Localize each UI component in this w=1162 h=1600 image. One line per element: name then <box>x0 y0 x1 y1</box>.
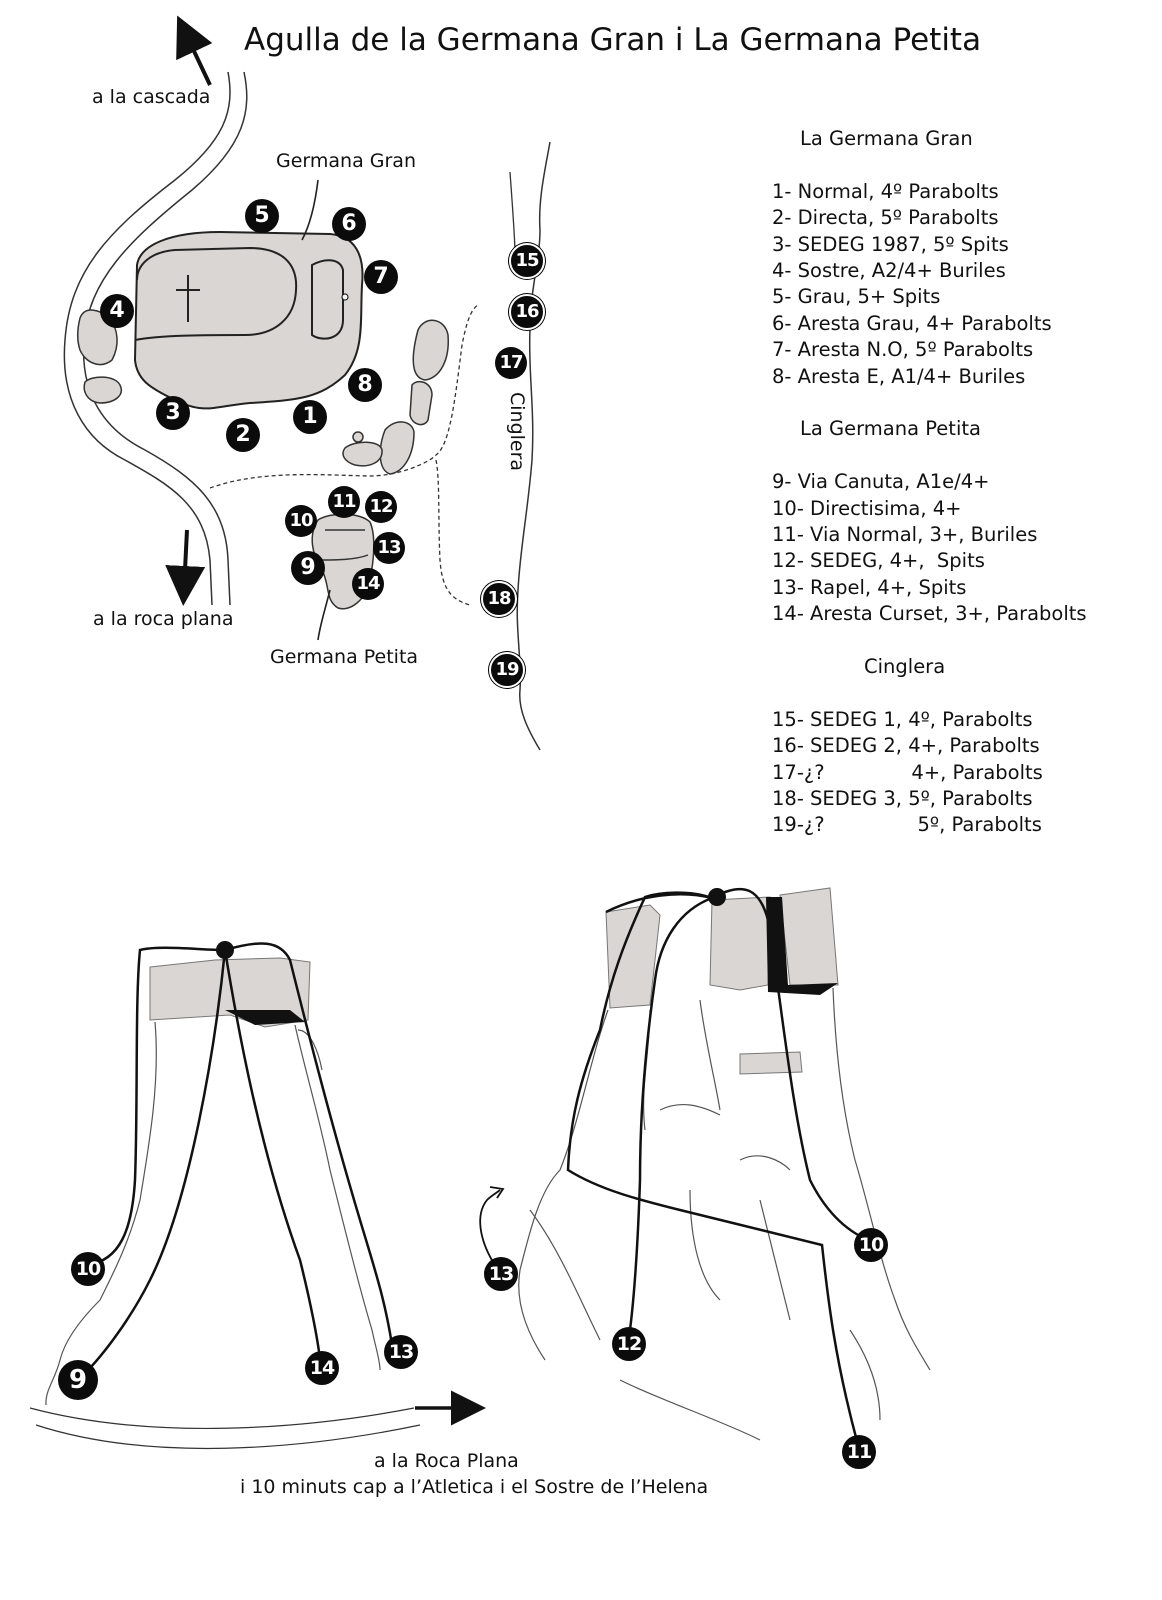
page-title: Agulla de la Germana Gran i La Germana P… <box>244 22 982 58</box>
route-badge: 15 <box>509 243 545 279</box>
legend-item: 14- Aresta Curset, 3+, Parabolts <box>772 602 1087 626</box>
legend-item: 6- Aresta Grau, 4+ Parabolts <box>772 311 1052 335</box>
legend-item: 1- Normal, 4º Parabolts <box>772 179 999 203</box>
route-badge: 19 <box>489 652 525 688</box>
legend-item: 3- SEDEG 1987, 5º Spits <box>772 232 1009 256</box>
legend-item: 7- Aresta N.O, 5º Parabolts <box>772 338 1034 362</box>
route-badge: 2 <box>226 418 260 452</box>
route-badge: 18 <box>481 581 517 617</box>
route-badge: 4 <box>100 294 134 328</box>
legend-item: 12- SEDEG, 4+, Spits <box>772 549 985 573</box>
route-badge: 3 <box>156 396 190 430</box>
route-badge: 13 <box>384 1335 418 1369</box>
route-badge: 13 <box>484 1257 518 1291</box>
legend-title-cinglera: Cinglera <box>864 655 946 679</box>
route-legend: La Germana Gran 1- Normal, 4º Parabolts … <box>772 126 1087 839</box>
route-badge: 8 <box>348 368 382 402</box>
route-badge: 16 <box>509 294 545 330</box>
rock-chain <box>342 319 449 475</box>
route-badge: 11 <box>842 1435 876 1469</box>
route-badge: 10 <box>854 1228 888 1262</box>
legend-item: 19-¿? 5º, Parabolts <box>772 813 1042 837</box>
route-badge: 13 <box>373 532 405 564</box>
legend-item: 10- Directisima, 4+ <box>772 496 962 520</box>
route-badge: 7 <box>364 260 398 294</box>
route-badge: 5 <box>245 199 279 233</box>
route-badge: 12 <box>365 491 397 523</box>
cinglera-line <box>516 141 551 751</box>
arrow-cascada <box>176 15 213 86</box>
route-badge: 14 <box>305 1351 339 1385</box>
label-atletica: i 10 minuts cap a l’Atletica i el Sostre… <box>240 1476 709 1498</box>
route-badge: 1 <box>293 400 327 434</box>
dashed-paths <box>209 304 479 606</box>
petita-face-drawing <box>29 941 421 1450</box>
arrow-roca-plana <box>165 529 206 606</box>
label-germana-petita: Germana Petita <box>270 646 419 668</box>
label-cinglera: Cinglera <box>506 392 528 472</box>
legend-item: 13- Rapel, 4+, Spits <box>772 575 967 599</box>
legend-item: 11- Via Normal, 3+, Buriles <box>772 523 1038 547</box>
label-roca-plana: a la roca plana <box>93 608 234 630</box>
route-badge: 12 <box>612 1327 646 1361</box>
legend-item: 8- Aresta E, A1/4+ Buriles <box>772 364 1026 388</box>
legend-item: 16- SEDEG 2, 4+, Parabolts <box>772 734 1040 758</box>
label-cascada: a la cascada <box>92 86 211 108</box>
route-badge: 10 <box>71 1252 105 1286</box>
legend-item: 5- Grau, 5+ Spits <box>772 285 941 309</box>
legend-item: 4- Sostre, A2/4+ Buriles <box>772 259 1006 283</box>
legend-item: 18- SEDEG 3, 5º, Parabolts <box>772 787 1033 811</box>
route-badge: 9 <box>58 1360 98 1400</box>
route-badge: 6 <box>332 207 366 241</box>
petita-side-drawing <box>479 887 931 1446</box>
route-badge: 9 <box>291 551 325 585</box>
route-badge: 11 <box>328 486 360 518</box>
legend-title-petita: La Germana Petita <box>800 417 981 441</box>
route-badge: 14 <box>352 568 384 600</box>
legend-item: 9- Via Canuta, A1e/4+ <box>772 470 990 494</box>
label-germana-gran: Germana Gran <box>276 150 416 172</box>
legend-item: 2- Directa, 5º Parabolts <box>772 206 999 230</box>
label-roca-plana-bottom: a la Roca Plana <box>374 1450 519 1472</box>
route-badge: 17 <box>495 347 527 379</box>
legend-item: 15- SEDEG 1, 4º, Parabolts <box>772 707 1033 731</box>
legend-title-gran: La Germana Gran <box>800 127 973 150</box>
route-badge: 10 <box>285 505 317 537</box>
legend-item: 17-¿? 4+, Parabolts <box>772 760 1043 784</box>
